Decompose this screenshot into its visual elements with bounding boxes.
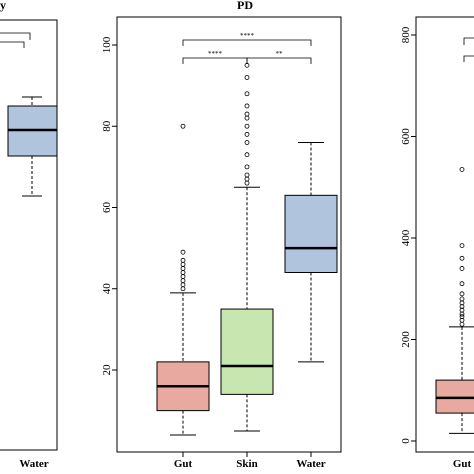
panel-pd-box xyxy=(284,194,338,273)
panel-left-frame xyxy=(0,19,58,451)
panel-right-bracket xyxy=(463,37,474,45)
panel-right-outlier xyxy=(459,314,465,320)
panel-right-outlier xyxy=(459,296,465,302)
panel-pd-outlier xyxy=(244,164,250,170)
panel-right-y-tick-label: 0 xyxy=(400,438,412,444)
panel-pd-outlier xyxy=(244,176,250,182)
panel-pd-y-tick-label: 60 xyxy=(101,202,113,214)
panel-pd-outlier xyxy=(180,286,186,292)
panel-right-y-tick-label: 400 xyxy=(400,229,412,246)
panel-right-outlier xyxy=(459,167,465,172)
panel-right-outlier xyxy=(459,291,465,297)
panel-left-title: y xyxy=(0,0,6,12)
panel-right-outlier xyxy=(459,281,465,287)
panel-right-box xyxy=(435,379,474,414)
panel-right-y-tick-label: 800 xyxy=(400,26,412,43)
panel-pd-outlier xyxy=(180,123,186,129)
panel-right-bracket xyxy=(463,55,474,62)
panel-pd-y-tick-label: 100 xyxy=(101,36,113,53)
panel-left-bracket xyxy=(0,41,25,48)
panel-pd-box xyxy=(220,308,274,395)
panel-pd-outlier xyxy=(244,115,250,121)
panel-pd-y-tick-label: 40 xyxy=(101,283,113,295)
panel-left-bracket xyxy=(0,32,31,40)
panel-pd-y-tick-label: 20 xyxy=(101,364,113,376)
panel-pd-outlier xyxy=(180,249,186,255)
panel-pd-outlier xyxy=(180,282,186,288)
panel-pd-outlier xyxy=(244,103,250,109)
panel-pd-category-label: Water xyxy=(296,458,325,470)
panel-right-outlier xyxy=(459,304,465,309)
panel-pd-outlier xyxy=(180,261,186,267)
panel-right-outlier xyxy=(459,311,465,317)
panel-left-category-label: Water xyxy=(19,458,48,470)
panel-pd-y-tick-label: 80 xyxy=(101,120,113,132)
panel-right-category-label: Gut xyxy=(453,458,472,470)
panel-right-outlier xyxy=(459,243,465,249)
panel-pd-significance-bracket xyxy=(246,57,312,64)
panel-pd-outlier xyxy=(244,111,250,117)
panel-pd-outlier xyxy=(180,270,186,275)
panel-pd-outlier xyxy=(244,75,250,80)
panel-pd-category-label: Gut xyxy=(174,458,193,470)
panel-pd-outlier xyxy=(244,172,250,178)
panel-right-y-tick-label: 200 xyxy=(400,331,412,348)
panel-pd-outlier xyxy=(244,91,250,97)
panel-pd-outlier xyxy=(180,266,186,271)
panel-right-outlier xyxy=(459,266,465,271)
panel-pd-frame xyxy=(116,16,342,453)
panel-pd-outlier xyxy=(180,274,186,279)
panel-pd-significance-label: **** xyxy=(240,32,255,40)
panel-right-outlier xyxy=(459,255,465,261)
panel-pd-outlier xyxy=(180,257,186,263)
panel-pd-significance-bracket xyxy=(182,39,312,46)
panel-pd-outlier xyxy=(180,278,186,284)
panel-right-outlier xyxy=(459,307,465,313)
panel-pd-significance-bracket xyxy=(182,57,248,64)
panel-pd-outlier xyxy=(244,180,250,186)
panel-pd-significance-label: ** xyxy=(276,50,284,58)
panel-left-chart: y Water xyxy=(0,0,58,470)
panel-pd-significance-label: **** xyxy=(208,50,223,58)
panel-pd-title: PD xyxy=(237,0,253,12)
panel-pd-outlier xyxy=(244,140,250,145)
panel-right-frame xyxy=(415,16,474,453)
panel-right-outlier xyxy=(459,317,465,323)
panel-pd-category-label: Skin xyxy=(236,458,257,470)
panel-pd-outlier xyxy=(244,131,250,137)
panel-right-y-tick-label: 600 xyxy=(400,128,412,145)
panel-pd-outlier xyxy=(244,152,250,158)
panel-right-chart: 0 200 400 600 800 Gut xyxy=(400,16,474,470)
panel-pd-outlier xyxy=(244,123,250,129)
panel-right-outlier xyxy=(459,321,465,327)
